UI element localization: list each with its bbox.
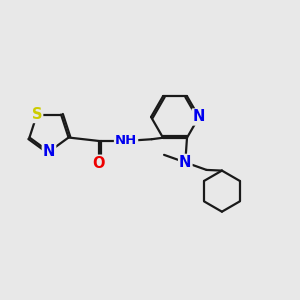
Text: S: S bbox=[32, 107, 42, 122]
Text: O: O bbox=[92, 156, 105, 171]
Text: N: N bbox=[179, 155, 191, 170]
Text: N: N bbox=[193, 110, 205, 124]
Text: N: N bbox=[43, 144, 55, 159]
Text: NH: NH bbox=[115, 134, 137, 147]
